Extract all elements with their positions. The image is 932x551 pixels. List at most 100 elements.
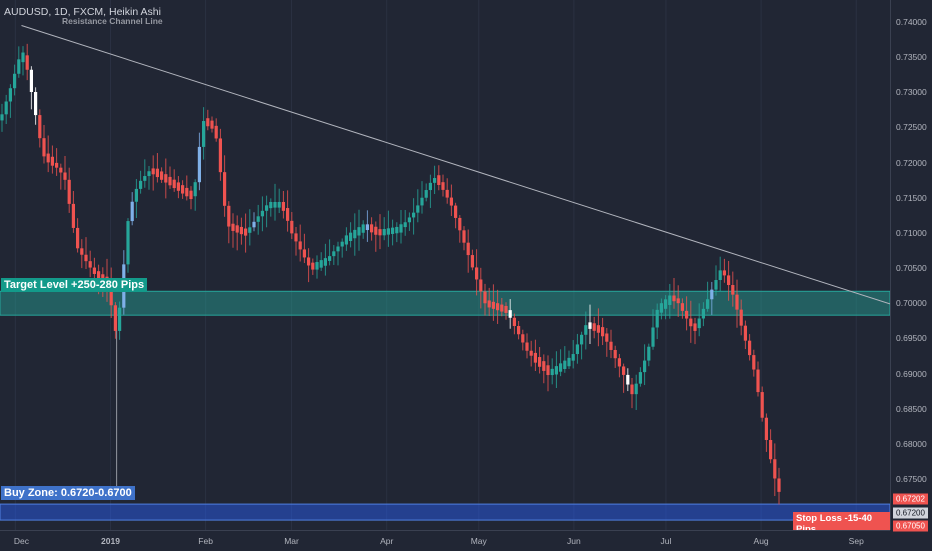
candle-body <box>668 295 672 305</box>
time-tick-label: 2019 <box>101 536 120 546</box>
candle-body <box>626 374 630 385</box>
candle-body <box>147 171 151 177</box>
candle-body <box>760 392 764 418</box>
candle-body <box>189 190 193 200</box>
candle-body <box>109 281 113 306</box>
candle-body <box>756 369 760 393</box>
candle-body <box>580 334 584 345</box>
candle-body <box>651 327 655 347</box>
candle-body <box>134 188 138 202</box>
candle-body <box>361 224 365 233</box>
candle-body <box>622 366 626 375</box>
candle-body <box>319 260 323 268</box>
candle-body <box>403 222 407 228</box>
candle-body <box>50 156 54 166</box>
candle-body <box>139 180 143 189</box>
candle-body <box>752 355 756 370</box>
time-tick-label: Jun <box>567 536 581 546</box>
candle-body <box>235 225 239 233</box>
candle-body <box>307 257 311 266</box>
candle-body <box>382 229 386 236</box>
candle-body <box>529 350 533 356</box>
candle-body <box>218 138 222 173</box>
candle-body <box>42 138 46 157</box>
candle-body <box>521 334 525 343</box>
candle-body <box>546 365 550 376</box>
candle-body <box>323 258 327 266</box>
candle-body <box>777 478 781 492</box>
candle-body <box>605 333 609 342</box>
candle-body <box>575 344 579 355</box>
target-zone-label: Target Level +250-280 Pips <box>1 278 148 292</box>
candle-body <box>21 52 25 63</box>
price-tag: 0.67050 <box>893 520 928 532</box>
candle-body <box>559 363 563 372</box>
candle-body <box>475 267 479 280</box>
candle-body <box>13 73 17 89</box>
candle-body <box>223 172 227 206</box>
candle-body <box>533 352 537 363</box>
candle-body <box>689 318 693 327</box>
candle-body <box>525 342 529 351</box>
candle-body <box>76 227 80 249</box>
candle-body <box>693 323 697 331</box>
time-tick-label: Sep <box>848 536 864 546</box>
candle-body <box>55 162 59 168</box>
candle-body <box>126 221 130 265</box>
price-chart[interactable] <box>0 0 890 530</box>
candle-body <box>412 212 416 218</box>
candle-body <box>428 182 432 191</box>
price-tag: 0.67200 <box>893 507 928 519</box>
candle-body <box>714 280 718 290</box>
candle-body <box>571 354 575 361</box>
candle-body <box>424 190 428 198</box>
candle-body <box>563 360 567 369</box>
buy-zone-label: Buy Zone: 0.6720-0.6700 <box>1 486 135 500</box>
time-tick-label: Aug <box>753 536 769 546</box>
resistance-trend-line <box>21 25 890 305</box>
candle-body <box>399 224 403 233</box>
candle-body <box>731 285 735 295</box>
candle-body <box>176 182 180 191</box>
candle-body <box>290 220 294 234</box>
candle-body <box>281 201 285 211</box>
candle-body <box>630 384 634 395</box>
candle-body <box>588 322 592 329</box>
candle-body <box>500 304 504 312</box>
candle-body <box>718 270 722 281</box>
candle-body <box>336 246 340 252</box>
price-tick-label: 0.73000 <box>896 87 927 98</box>
candle-body <box>88 261 92 268</box>
candle-body <box>697 318 701 329</box>
price-tick-label: 0.69000 <box>896 368 927 379</box>
symbol-title[interactable]: AUDUSD, 1D, FXCM, Heikin Ashi <box>4 6 161 18</box>
candle-body <box>210 120 214 129</box>
candle-body <box>445 189 449 198</box>
candle-body <box>386 228 390 235</box>
candle-body <box>609 341 613 350</box>
candle-body <box>462 230 466 243</box>
candle-body <box>395 226 399 234</box>
candle-body <box>302 249 306 258</box>
candle-body <box>378 229 382 236</box>
candle-body <box>613 349 617 359</box>
candle-body <box>470 255 474 268</box>
candle-body <box>748 340 752 356</box>
candle-body <box>130 201 134 222</box>
candle-body <box>160 171 164 180</box>
time-tick-label: Feb <box>198 536 213 546</box>
price-tick-label: 0.72500 <box>896 122 927 133</box>
price-tick-label: 0.68000 <box>896 438 927 449</box>
candle-body <box>454 205 458 218</box>
candle-body <box>151 168 155 175</box>
chart-area[interactable]: AUDUSD, 1D, FXCM, Heikin Ashi Resistance… <box>0 0 890 530</box>
candle-body <box>449 197 453 206</box>
candle-body <box>357 227 361 236</box>
price-axis[interactable]: 0.74000 0.73500 0.73000 0.72500 0.72000 0.715… <box>890 0 932 532</box>
candle-body <box>25 55 29 70</box>
candle-body <box>554 366 558 375</box>
price-tick-label: 0.70000 <box>896 298 927 309</box>
time-axis[interactable]: Dec 2019 Feb Mar Apr May Jun Jul Aug Sep <box>0 530 890 551</box>
candle-body <box>8 88 12 102</box>
candle-body <box>328 256 332 261</box>
